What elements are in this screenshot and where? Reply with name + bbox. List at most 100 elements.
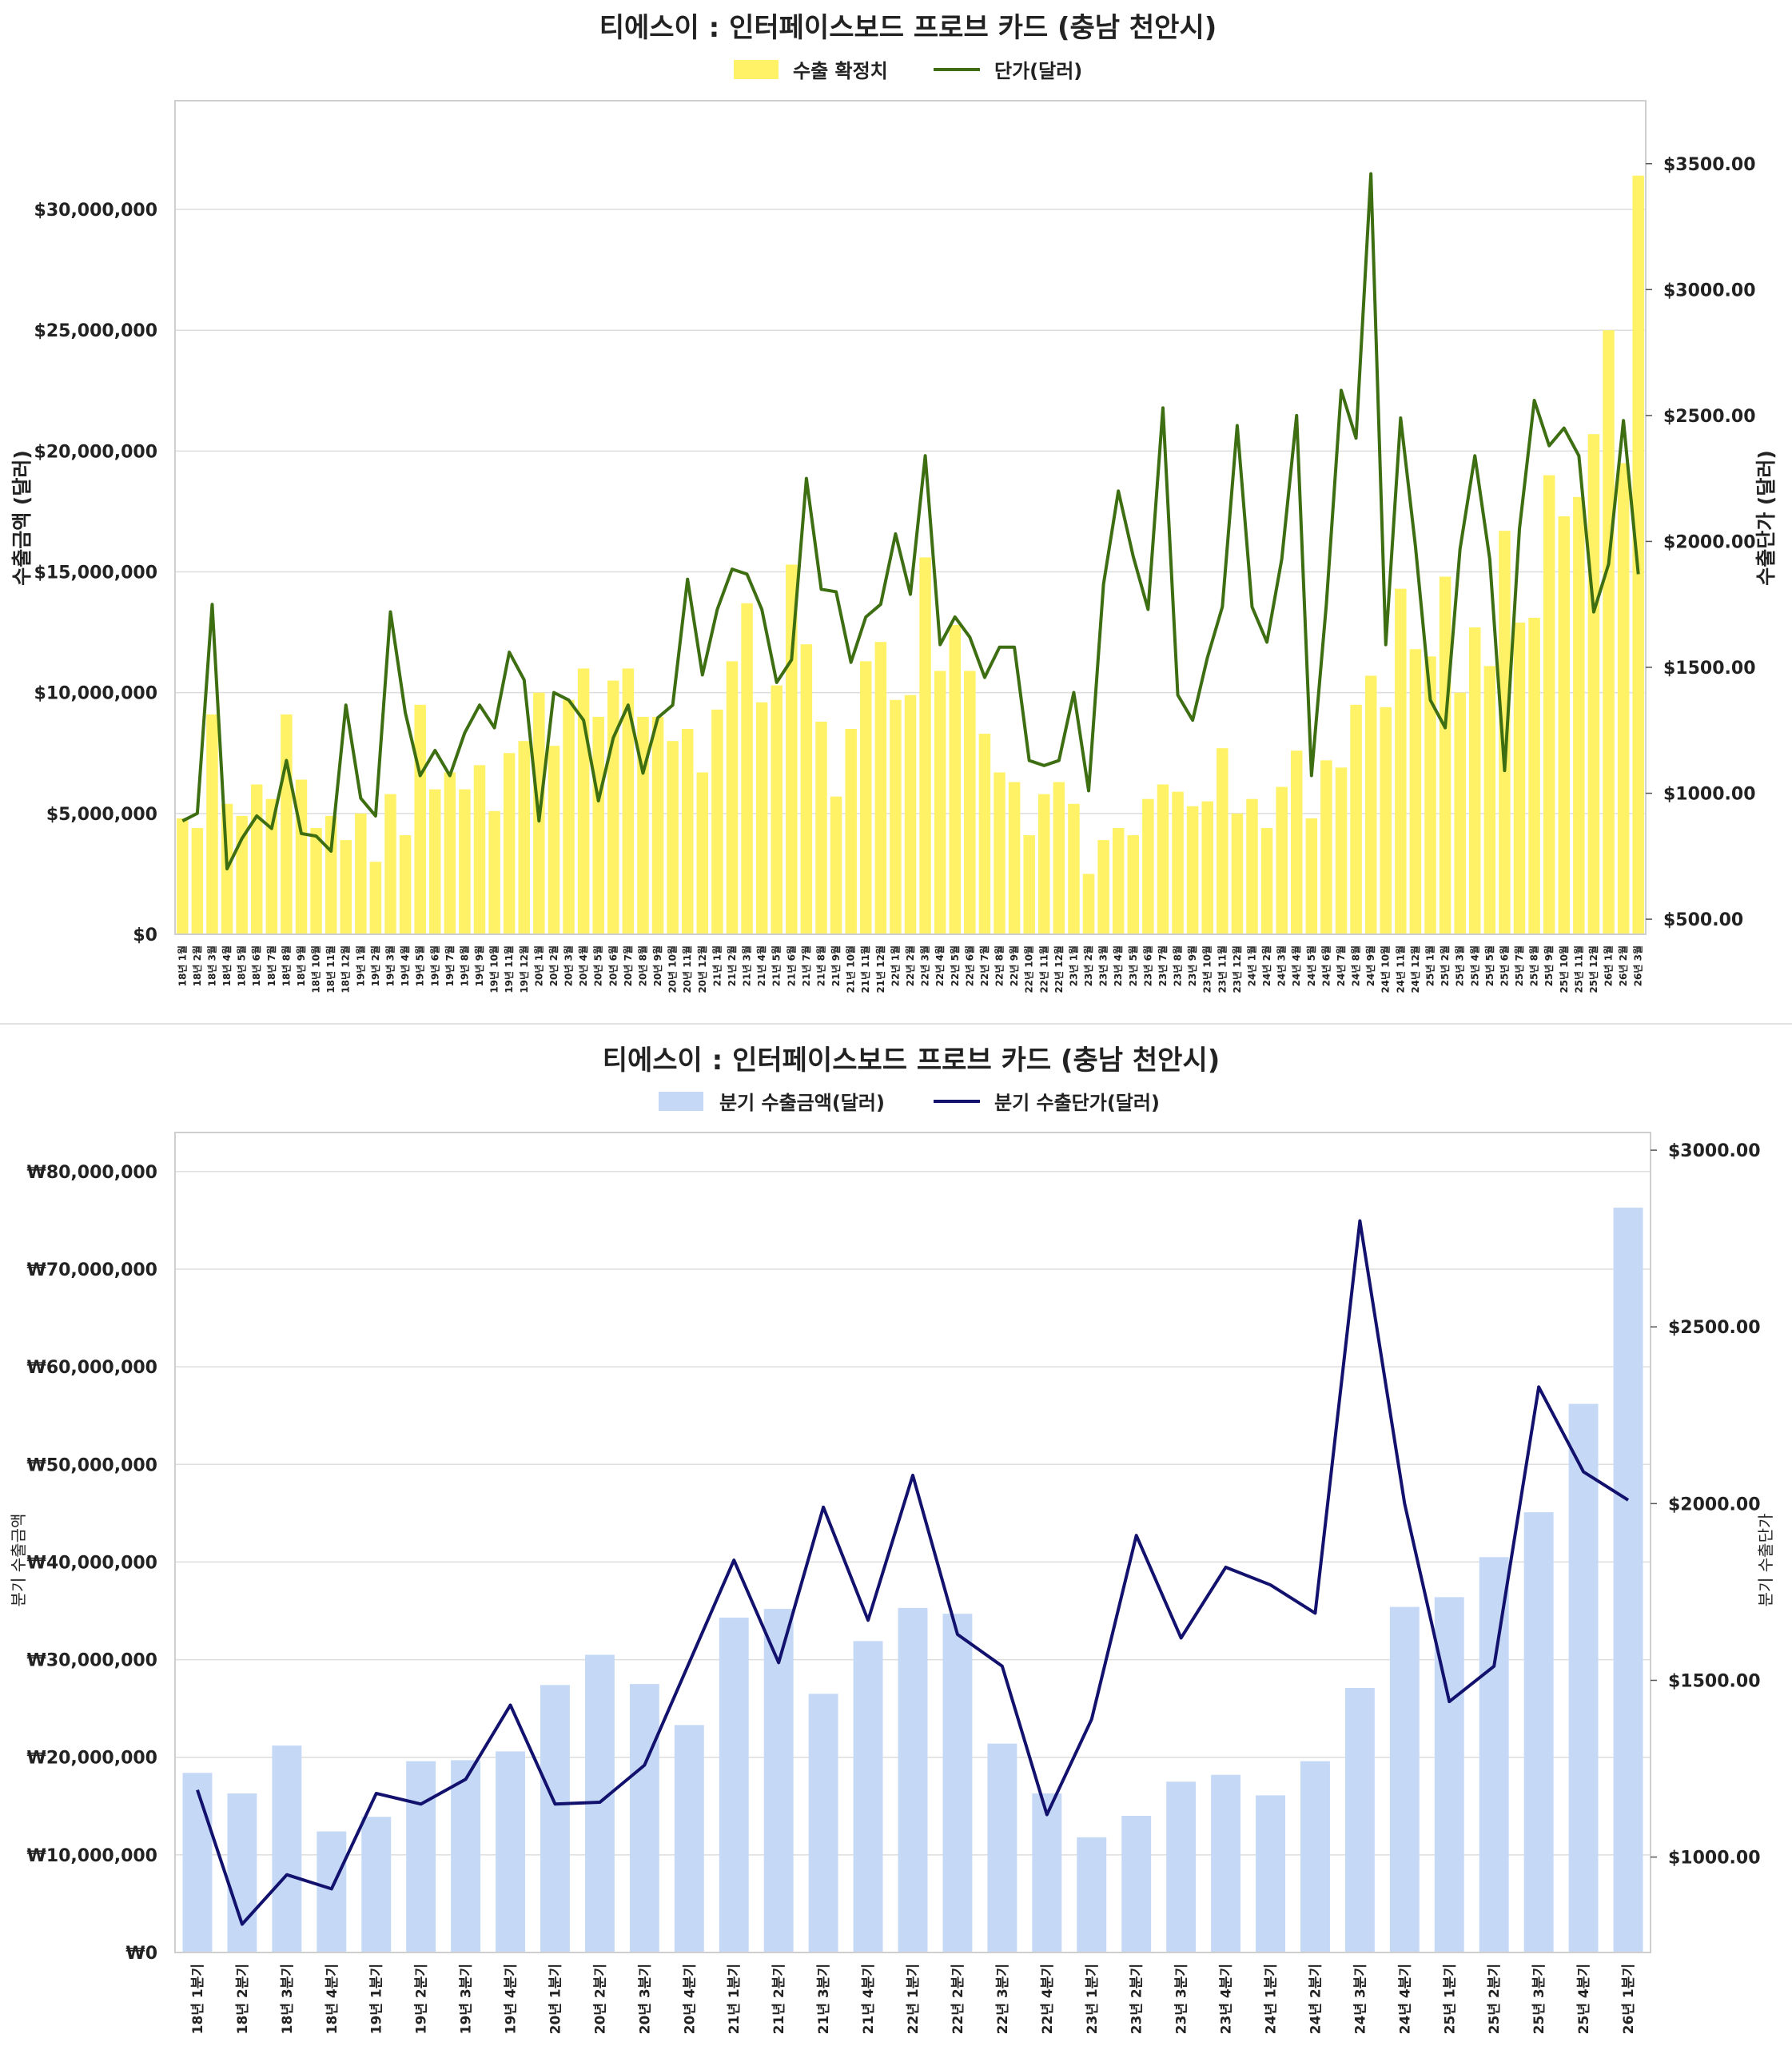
bar (1389, 1606, 1420, 1952)
x-tick-label: 24년 9월 (1364, 945, 1376, 986)
x-tick-label: 23년 12월 (1231, 945, 1243, 993)
x-tick-label: 20년 1분기 (548, 1964, 563, 2034)
bar (1513, 623, 1526, 934)
bar (726, 661, 739, 934)
bar (1211, 1774, 1241, 1952)
bar (451, 1760, 481, 1952)
bar (651, 716, 664, 934)
x-tick-label: 20년 4분기 (682, 1964, 698, 2034)
right-tick-label: $1500.00 (1663, 659, 1756, 679)
chart2-right-axis: $1000.00 $1500.00 $2000.00 $2500.00 $3000.00 (1651, 1141, 1761, 1869)
bar (964, 671, 976, 934)
bar (1231, 813, 1244, 934)
bar (1499, 531, 1511, 934)
bar (1276, 786, 1288, 934)
bar (830, 796, 842, 934)
bar (577, 668, 590, 934)
bar (1260, 827, 1273, 934)
x-tick-label: 23년 8월 (1172, 945, 1184, 986)
x-tick-label: 22년 1월 (889, 945, 901, 986)
chart2-legend: 분기 수출금액(달러) 분기 수출단가(달러) (659, 1092, 1160, 1114)
bar (1142, 798, 1154, 934)
chart2-legend-line-label: 분기 수출단가(달러) (994, 1092, 1160, 1114)
x-tick-label: 23년 2월 (1082, 945, 1094, 986)
x-tick-label: 24년 3분기 (1352, 1964, 1368, 2034)
bar (444, 772, 456, 934)
x-tick-label: 22년 9월 (1008, 945, 1020, 986)
bar (429, 789, 441, 934)
bar (1077, 1837, 1107, 1952)
bar (1172, 791, 1184, 934)
x-tick-label: 25년 9월 (1543, 945, 1555, 986)
chart2-x-axis: 18년 1분기 18년 2분기 18년 3분기 18년 4분기 19년 1분기 19년 2… (190, 1964, 1637, 2034)
x-tick-label: 25년 4월 (1468, 945, 1480, 986)
bar (1483, 666, 1496, 934)
bar (325, 815, 337, 934)
x-tick-label: 24년 1월 (1245, 945, 1257, 986)
x-tick-label: 23년 2분기 (1129, 1964, 1145, 2034)
x-tick-label: 22년 5월 (949, 945, 961, 986)
x-tick-label: 22년 10월 (1023, 945, 1035, 993)
x-tick-label: 26년 1월 (1603, 945, 1615, 986)
bar (755, 702, 768, 934)
x-tick-label: 23년 1월 (1067, 945, 1079, 986)
right-tick-label: $2000.00 (1668, 1495, 1761, 1515)
chart1-price-line (181, 172, 1640, 871)
bar (1305, 818, 1318, 934)
bar (281, 714, 293, 934)
x-tick-label: 20년 11월 (681, 945, 693, 993)
x-tick-label: 20년 10월 (667, 945, 679, 993)
x-tick-label: 19년 5월 (414, 945, 426, 986)
x-tick-label: 18년 9월 (295, 945, 307, 986)
left-tick-label: $30,000,000 (34, 201, 157, 221)
x-tick-label: 20년 3분기 (637, 1964, 653, 2034)
x-tick-label: 22년 3분기 (995, 1964, 1011, 2034)
x-tick-label: 19년 1월 (354, 945, 366, 986)
x-tick-label: 23년 11월 (1216, 945, 1228, 993)
x-tick-label: 24년 5월 (1305, 945, 1317, 986)
bar (994, 772, 1006, 934)
chart1-legend-bar-swatch (734, 60, 779, 79)
chart1-plot-frame (174, 100, 1647, 935)
bar (206, 714, 218, 934)
bar (681, 729, 694, 934)
x-tick-label: 22년 1분기 (906, 1964, 922, 2034)
bar (1613, 1208, 1643, 1952)
x-tick-label: 24년 6월 (1320, 945, 1332, 986)
x-tick-label: 26년 1분기 (1621, 1964, 1637, 2034)
left-tick-label: $25,000,000 (34, 321, 157, 341)
bar (674, 1725, 704, 1952)
right-tick-label: $3000.00 (1663, 281, 1756, 301)
x-tick-label: 24년 12월 (1409, 945, 1421, 993)
x-tick-label: 24년 2월 (1260, 945, 1272, 986)
x-tick-label: 23년 3월 (1097, 945, 1109, 986)
x-tick-label: 25년 6월 (1498, 945, 1510, 986)
bar (1573, 496, 1585, 934)
chart2-plot-frame (174, 1132, 1651, 1953)
x-tick-label: 20년 2월 (548, 945, 560, 986)
x-tick-label: 18년 3월 (205, 945, 217, 986)
bar (540, 1685, 570, 1952)
bar (637, 716, 649, 934)
x-tick-label: 23년 4월 (1112, 945, 1124, 986)
chart1-x-axis: 18년 1월 18년 2월 18년 3월 18년 4월 18년 5월 18년 6월 18년 … (176, 945, 1643, 993)
x-tick-label: 20년 7월 (622, 945, 634, 986)
chart1-bars (177, 175, 1644, 935)
x-tick-label: 21년 11월 (859, 945, 871, 993)
chart2-price-line (196, 1219, 1630, 1926)
bar (1112, 827, 1125, 934)
left-tick-label: ₩30,000,000 (27, 1651, 157, 1671)
x-tick-label: 21년 3월 (741, 945, 753, 986)
chart1-title: 티에스이 : 인터페이스보드 프로브 카드 (충남 천안시) (599, 12, 1217, 44)
bar (191, 827, 204, 934)
bar (800, 644, 813, 934)
x-tick-label: 18년 12월 (340, 945, 352, 993)
right-tick-label: $2500.00 (1663, 407, 1756, 427)
bar (874, 642, 887, 934)
bar (340, 840, 352, 934)
left-tick-label: ₩10,000,000 (27, 1846, 157, 1866)
bar (622, 668, 635, 934)
bar (904, 695, 917, 934)
x-tick-label: 18년 1분기 (190, 1964, 206, 2034)
bar (1082, 874, 1095, 934)
